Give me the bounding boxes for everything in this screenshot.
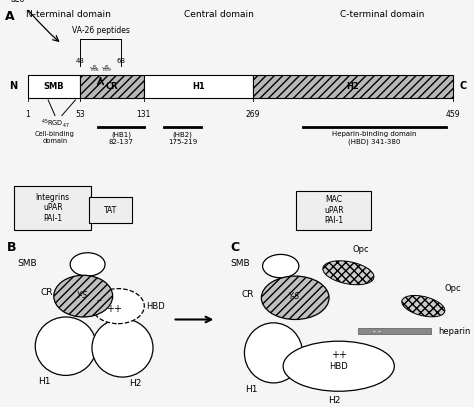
Text: - -: - -: [374, 327, 382, 336]
Text: SMB: SMB: [18, 259, 37, 269]
Text: N-terminal domain: N-terminal domain: [26, 11, 111, 20]
Text: 459: 459: [446, 110, 460, 119]
Text: C: C: [459, 81, 466, 92]
Text: CR: CR: [40, 288, 53, 297]
Text: 8E6: 8E6: [10, 0, 25, 4]
Text: H1: H1: [192, 82, 205, 91]
Ellipse shape: [283, 341, 394, 391]
Ellipse shape: [402, 295, 445, 317]
Text: H1: H1: [246, 385, 258, 394]
Text: SMB: SMB: [230, 259, 250, 269]
Ellipse shape: [263, 254, 299, 278]
Text: Heparin-binding domain
(HBD) 341-380: Heparin-binding domain (HBD) 341-380: [332, 131, 417, 145]
Text: H2: H2: [346, 82, 359, 91]
Text: MAC
uPAR
PAI-1: MAC uPAR PAI-1: [324, 195, 344, 225]
Text: A: A: [5, 11, 15, 23]
FancyBboxPatch shape: [358, 328, 430, 334]
FancyBboxPatch shape: [89, 197, 132, 223]
FancyBboxPatch shape: [80, 75, 144, 98]
Text: Y-S: Y-S: [76, 291, 88, 300]
Text: 43: 43: [75, 58, 84, 64]
Text: SMB: SMB: [44, 82, 64, 91]
Text: 1: 1: [25, 110, 30, 119]
Text: (HB2)
175-219: (HB2) 175-219: [168, 131, 197, 145]
Text: Y-S: Y-S: [288, 293, 300, 302]
Text: Integrins
uPAR
PAI-1: Integrins uPAR PAI-1: [36, 193, 70, 223]
Text: Central domain: Central domain: [184, 11, 254, 20]
FancyBboxPatch shape: [27, 75, 80, 98]
Text: S: S: [104, 65, 109, 70]
Text: 131: 131: [137, 110, 151, 119]
Ellipse shape: [245, 323, 302, 383]
Text: Y$_{59}$: Y$_{59}$: [101, 65, 112, 74]
FancyBboxPatch shape: [296, 190, 371, 230]
Text: H2: H2: [328, 396, 340, 405]
Text: (HB1)
82-137: (HB1) 82-137: [109, 131, 133, 145]
Ellipse shape: [54, 275, 113, 317]
Ellipse shape: [35, 317, 96, 375]
Text: $^{45}$RGD$_{47}$
Cell-binding
domain: $^{45}$RGD$_{47}$ Cell-binding domain: [35, 118, 75, 144]
Text: Opc: Opc: [444, 284, 461, 293]
Text: B: B: [7, 241, 17, 254]
Text: C: C: [230, 241, 239, 254]
Text: 269: 269: [246, 110, 260, 119]
Text: HBD: HBD: [146, 302, 165, 311]
Text: heparin: heparin: [438, 327, 470, 336]
Ellipse shape: [323, 261, 374, 285]
Text: N: N: [9, 81, 18, 92]
Text: --: --: [97, 296, 102, 305]
Text: 68: 68: [117, 58, 126, 64]
Text: ++: ++: [331, 350, 346, 359]
Text: TAT: TAT: [104, 206, 118, 214]
FancyBboxPatch shape: [253, 75, 453, 98]
Text: 53: 53: [75, 110, 85, 119]
FancyBboxPatch shape: [144, 75, 253, 98]
Text: VA-26 peptides: VA-26 peptides: [72, 26, 129, 35]
Text: Y$_{56}$: Y$_{56}$: [89, 65, 100, 74]
Ellipse shape: [92, 289, 144, 324]
Text: ++: ++: [106, 304, 122, 314]
Text: Opc: Opc: [352, 245, 369, 254]
Ellipse shape: [92, 319, 153, 377]
Text: C-terminal domain: C-terminal domain: [340, 11, 425, 20]
Text: H1: H1: [38, 377, 50, 386]
Ellipse shape: [261, 276, 329, 319]
Text: S: S: [92, 65, 97, 70]
Text: HBD: HBD: [329, 362, 348, 371]
Text: CR: CR: [106, 82, 118, 91]
Ellipse shape: [70, 253, 105, 276]
Text: CR: CR: [242, 290, 254, 299]
FancyBboxPatch shape: [14, 186, 91, 230]
Text: H2: H2: [129, 379, 142, 388]
